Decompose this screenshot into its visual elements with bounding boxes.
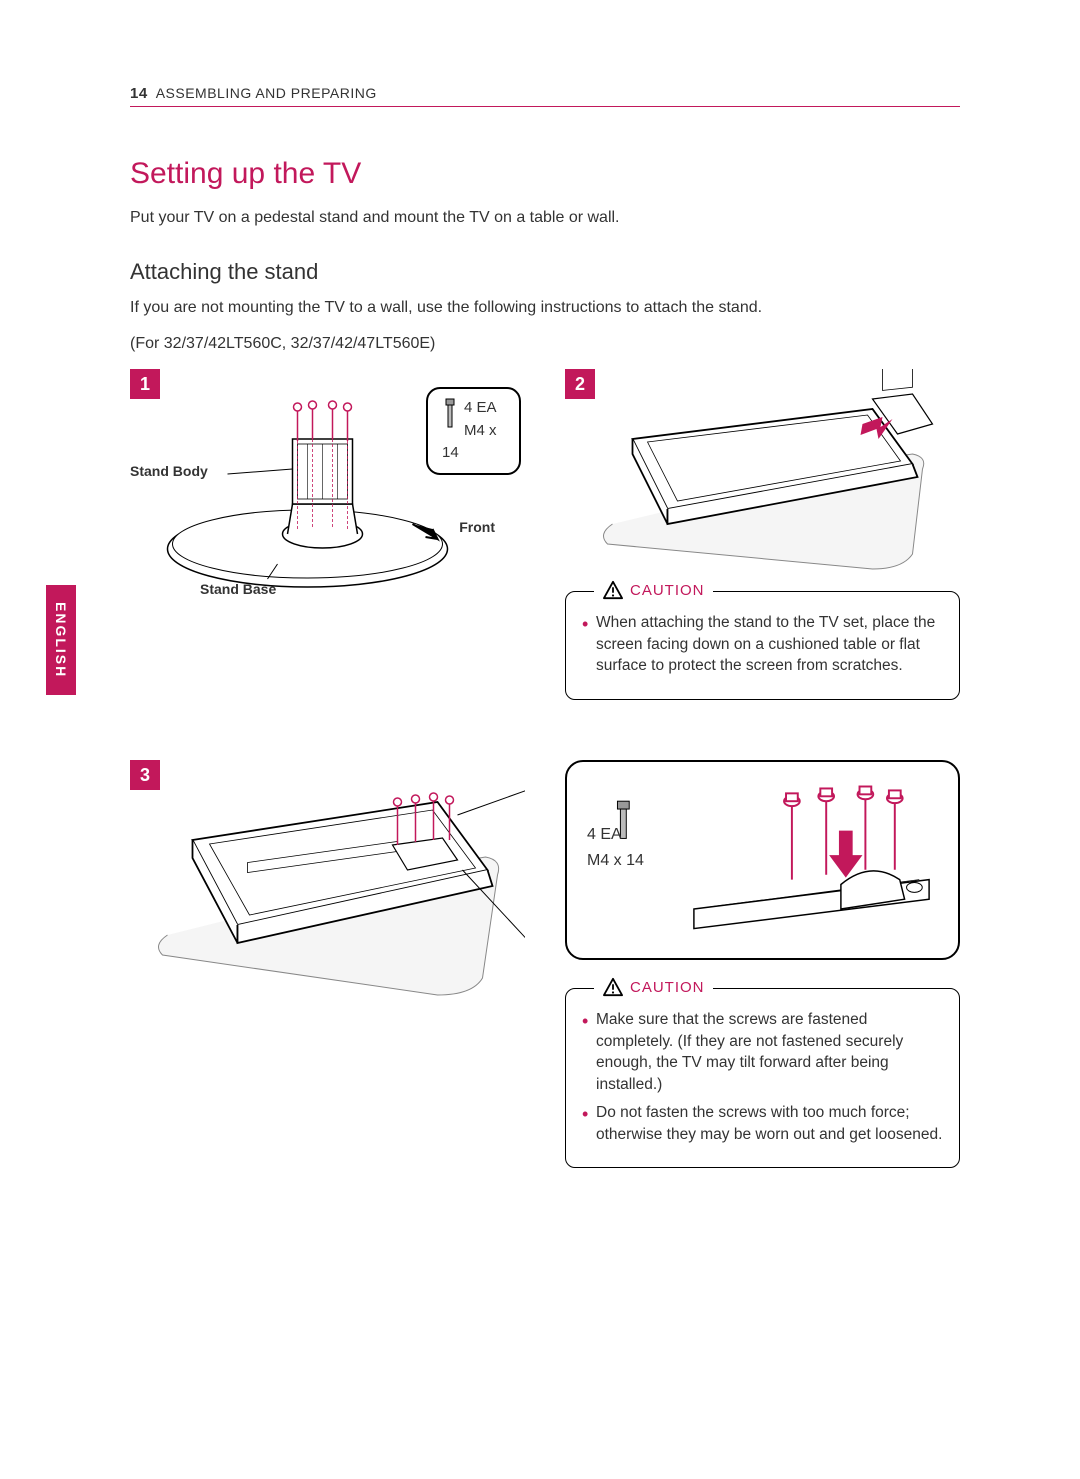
step-3: 3 bbox=[130, 760, 525, 1168]
label-stand-body: Stand Body bbox=[130, 463, 208, 479]
diagram-step-2 bbox=[565, 369, 960, 579]
model-note: (For 32/37/42LT560C, 32/37/42/47LT560E) bbox=[130, 335, 960, 353]
caution-text: CAUTION bbox=[630, 979, 705, 996]
caution-label-1: CAUTION bbox=[594, 580, 713, 600]
intro-text: Put your TV on a pedestal stand and moun… bbox=[130, 209, 960, 227]
step-row-2: 3 bbox=[130, 760, 960, 1168]
diagram-step-1: 4 EA M4 x 14 Stand Body Stand Base Front bbox=[130, 369, 525, 609]
label-stand-base: Stand Base bbox=[200, 581, 276, 597]
caution-box-2: CAUTION Make sure that the screws are fa… bbox=[565, 988, 960, 1168]
label-front: Front bbox=[459, 519, 495, 535]
warning-icon bbox=[602, 977, 624, 997]
warning-icon bbox=[602, 580, 624, 600]
subintro-text: If you are not mounting the TV to a wall… bbox=[130, 299, 960, 317]
section-subtitle: Attaching the stand bbox=[130, 259, 960, 285]
caution-label-2: CAUTION bbox=[594, 977, 713, 997]
section-name: ASSEMBLING AND PREPARING bbox=[156, 85, 377, 101]
step-2: 2 bbox=[565, 369, 960, 700]
running-header: 14 ASSEMBLING AND PREPARING bbox=[130, 85, 960, 107]
diagram-step-3 bbox=[130, 760, 525, 1020]
page-number: 14 bbox=[130, 85, 148, 102]
screw-callout-1: 4 EA M4 x 14 bbox=[426, 387, 521, 475]
caution-box-1: CAUTION When attaching the stand to the … bbox=[565, 591, 960, 700]
step-row-1: 1 bbox=[130, 369, 960, 700]
step-3-detail: 4 EA M4 x 14 CAUTION Make bbox=[565, 760, 960, 1168]
screw-spec-3: M4 x 14 bbox=[587, 848, 644, 874]
screw-callout-3: 4 EA M4 x 14 bbox=[587, 822, 644, 873]
caution-item: Do not fasten the screws with too much f… bbox=[582, 1102, 943, 1145]
detail-callout: 4 EA M4 x 14 bbox=[565, 760, 960, 960]
step-1: 1 bbox=[130, 369, 525, 700]
caution-item: Make sure that the screws are fastened c… bbox=[582, 1009, 943, 1096]
caution-text: CAUTION bbox=[630, 582, 705, 599]
caution-item: When attaching the stand to the TV set, … bbox=[582, 612, 943, 677]
screw-qty-3: 4 EA bbox=[587, 822, 644, 848]
page-content: 14 ASSEMBLING AND PREPARING Setting up t… bbox=[0, 0, 1080, 1258]
page-title: Setting up the TV bbox=[130, 157, 960, 191]
